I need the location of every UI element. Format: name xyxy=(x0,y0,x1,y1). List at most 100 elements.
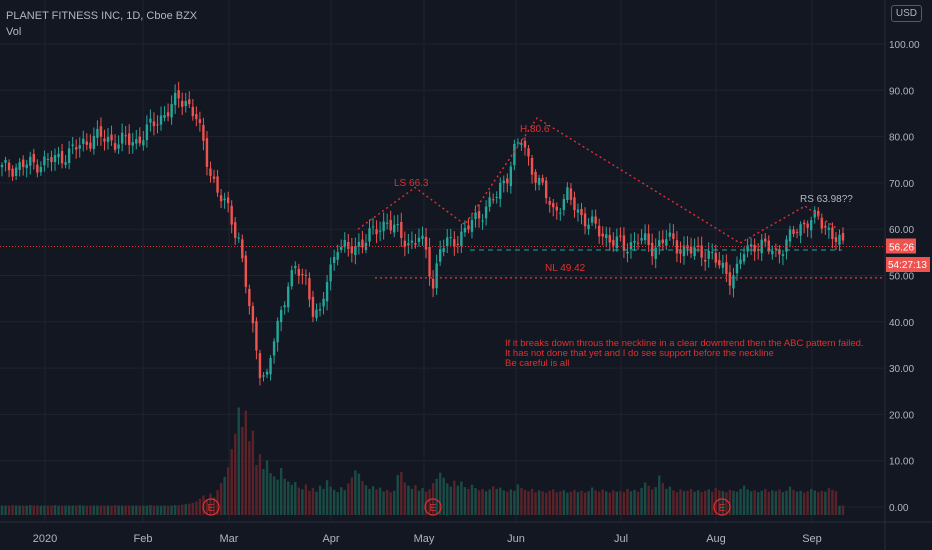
volume-bar xyxy=(60,505,64,515)
candle-body xyxy=(198,119,202,123)
volume-bar xyxy=(647,485,650,515)
volume-bar xyxy=(219,482,223,515)
candle-body xyxy=(219,195,223,202)
volume-bar xyxy=(184,504,187,515)
volume-bar xyxy=(269,473,272,515)
volume-bar xyxy=(400,471,403,515)
current-price-badge xyxy=(886,238,916,254)
candle-body xyxy=(470,220,474,232)
candle-body xyxy=(530,158,534,175)
price-tick-label: 60.00 xyxy=(889,225,914,236)
volume-bar xyxy=(138,505,142,515)
candle-body xyxy=(39,166,43,173)
candle-body xyxy=(467,225,470,230)
volume-bar xyxy=(756,492,760,515)
candle-body xyxy=(60,150,64,164)
candle-body xyxy=(675,240,679,254)
volume-bar xyxy=(149,505,152,515)
candle-body xyxy=(371,226,375,228)
head-shoulders-line xyxy=(357,117,839,244)
candle-body xyxy=(103,138,106,142)
candle-body xyxy=(615,236,619,249)
volume-bar xyxy=(562,490,566,515)
note-line: Be careful is all xyxy=(505,358,569,369)
candle-body xyxy=(113,143,117,150)
volume-bar xyxy=(343,490,346,515)
candle-body xyxy=(696,245,700,247)
volume-bar xyxy=(407,485,410,515)
candle-body xyxy=(544,180,548,199)
earnings-marker-label: E xyxy=(430,503,437,514)
volume-bar xyxy=(131,505,134,515)
time-tick-label: Jun xyxy=(507,533,525,545)
candle-body xyxy=(297,268,301,276)
volume-bar xyxy=(142,505,145,515)
candle-body xyxy=(4,159,7,163)
candle-body xyxy=(350,246,354,254)
candle-body xyxy=(707,250,710,259)
candle-body xyxy=(749,244,753,248)
candle-body xyxy=(212,176,216,179)
currency-button[interactable]: USD xyxy=(890,5,922,22)
volume-bar xyxy=(470,484,474,515)
volume-bar xyxy=(605,491,608,515)
volume-bar xyxy=(368,488,371,515)
candle-body xyxy=(78,145,81,149)
volume-bar xyxy=(446,483,449,515)
candle-body xyxy=(619,235,622,237)
volume-bar xyxy=(622,492,626,515)
candle-body xyxy=(294,266,297,269)
volume-bar xyxy=(530,488,534,515)
volume-bar xyxy=(396,475,399,515)
volume-bar xyxy=(50,505,53,515)
volume-bar xyxy=(467,488,470,515)
candle-body xyxy=(481,220,484,222)
volume-bar xyxy=(290,484,293,515)
candle-body xyxy=(446,237,449,247)
candle-body xyxy=(636,242,640,244)
volume-bar xyxy=(311,488,315,515)
candle-body xyxy=(11,168,14,177)
candle-body xyxy=(474,212,477,220)
candle-body xyxy=(262,375,265,377)
earnings-marker xyxy=(202,498,220,516)
earnings-marker xyxy=(713,498,731,516)
time-tick-label: Feb xyxy=(134,533,153,545)
candle-body xyxy=(516,142,520,144)
volume-bar xyxy=(64,505,67,515)
candle-body xyxy=(658,240,661,247)
candle-body xyxy=(520,143,523,145)
volume-bar xyxy=(71,505,74,515)
candle-body xyxy=(184,100,187,107)
volume-bar xyxy=(301,489,304,515)
volume-bar xyxy=(53,505,57,515)
note-line: If it breaks down throus the neckline in… xyxy=(505,338,864,349)
volume-bar xyxy=(226,467,230,515)
candle-body xyxy=(251,306,255,324)
candle-body xyxy=(36,164,39,173)
candle-body xyxy=(424,236,428,250)
candle-body xyxy=(453,239,456,247)
candle-body xyxy=(527,148,530,157)
candle-body xyxy=(640,238,643,241)
volume-bar xyxy=(580,490,583,515)
volume-bar xyxy=(14,505,18,515)
volume-bar xyxy=(124,505,127,515)
price-tick-label: 0.00 xyxy=(889,503,909,514)
price-tick-label: 40.00 xyxy=(889,318,914,329)
candle-body xyxy=(71,144,74,146)
volume-bars xyxy=(0,407,845,515)
volume-bar xyxy=(774,491,778,515)
candle-body xyxy=(96,128,99,138)
volume-bar xyxy=(792,489,795,515)
candle-body xyxy=(566,187,569,201)
volume-bar xyxy=(597,491,601,515)
volume-bar xyxy=(619,490,622,515)
candle-body xyxy=(597,225,601,237)
volume-bar xyxy=(679,489,682,515)
volume-bar xyxy=(276,479,279,515)
candle-body xyxy=(626,251,629,254)
candle-body xyxy=(509,166,513,187)
left-shoulder-label: LS 66.3 xyxy=(394,178,429,189)
